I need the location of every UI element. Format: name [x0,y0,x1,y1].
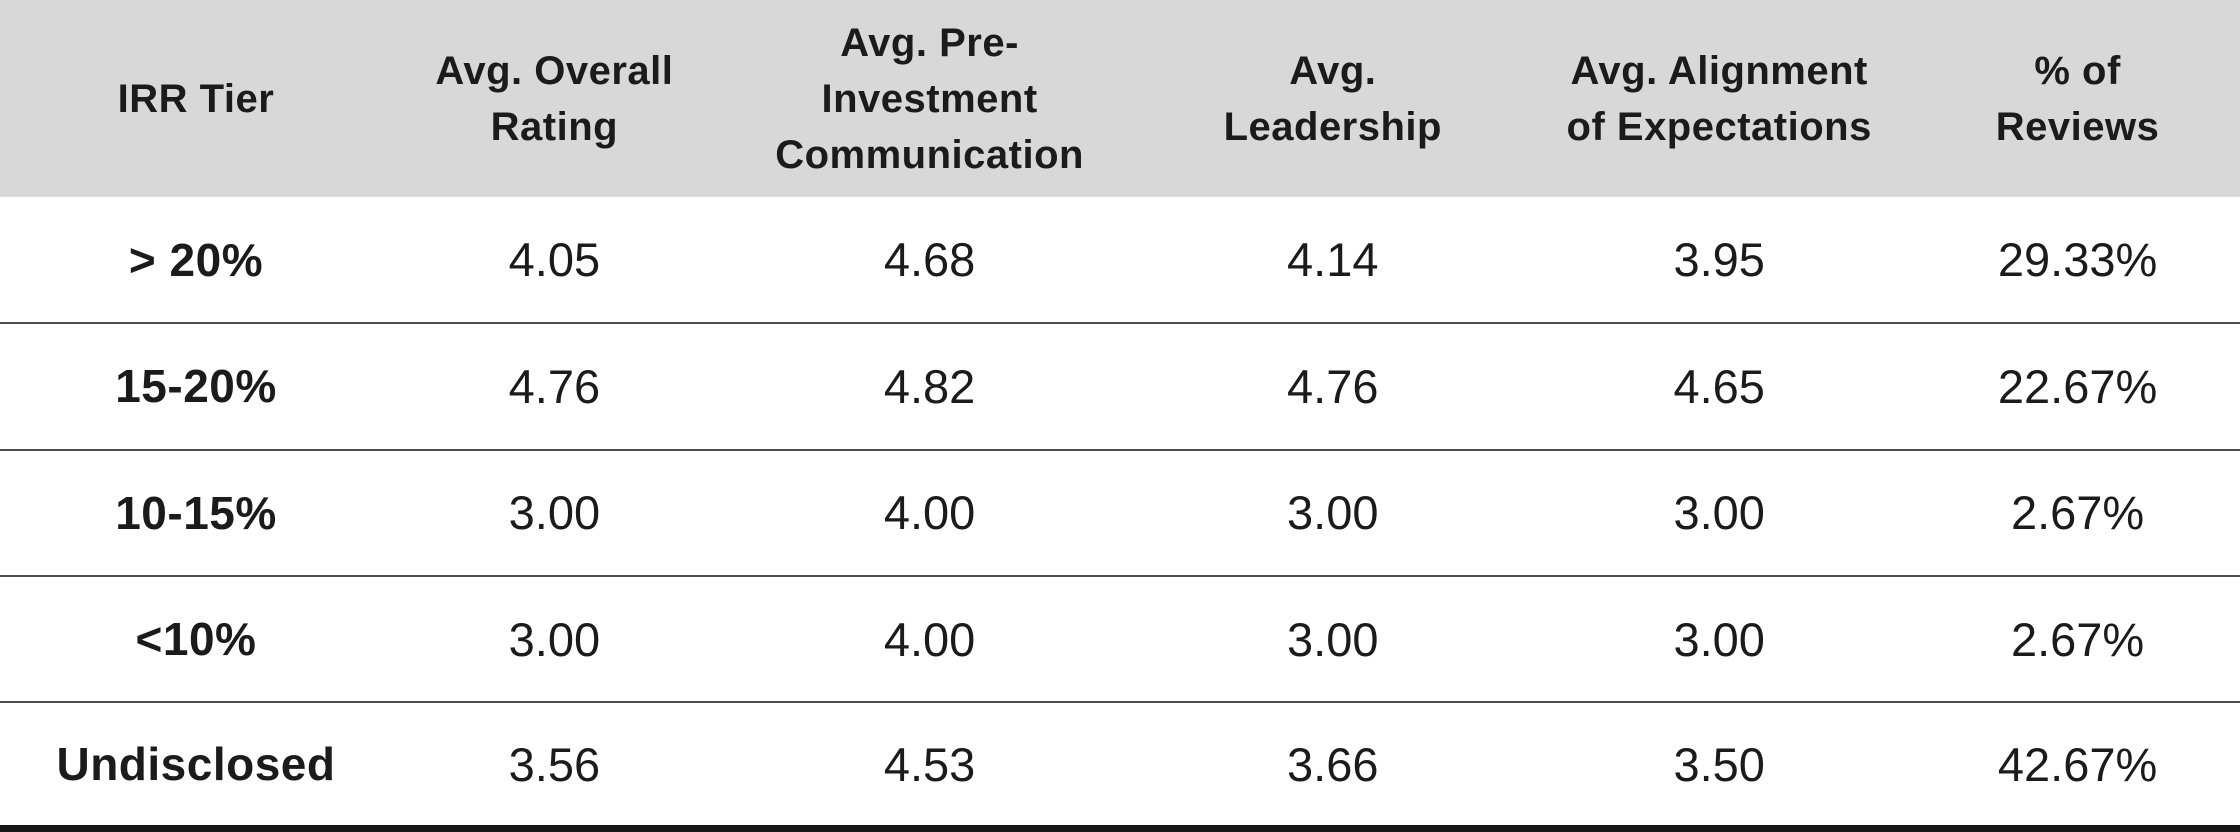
value-cell: 3.00 [392,449,717,577]
value-cell: 4.76 [392,323,717,451]
value-cell: 4.00 [716,449,1143,577]
value-cell: 3.00 [392,575,717,704]
value-cell: 4.14 [1142,197,1524,325]
value-cell: 4.82 [716,323,1143,451]
column-header-irr-tier: IRR Tier [0,0,392,197]
table-header: IRR Tier Avg. Overall Rating Avg. Pre- I… [0,0,2240,197]
value-cell: 3.95 [1523,197,1916,325]
value-cell: 3.50 [1523,702,1916,832]
value-cell: 4.65 [1523,323,1916,451]
value-cell: 22.67% [1915,323,2240,451]
value-cell: 3.00 [1142,575,1524,704]
table-body: > 20% 4.05 4.68 4.14 3.95 29.33% 15-20% … [0,197,2240,832]
table-row: > 20% 4.05 4.68 4.14 3.95 29.33% [0,197,2240,325]
value-cell: 3.00 [1523,575,1916,704]
value-cell: 3.66 [1142,702,1524,832]
value-cell: 4.53 [716,702,1143,832]
table-row: 15-20% 4.76 4.82 4.76 4.65 22.67% [0,323,2240,451]
value-cell: 2.67% [1915,449,2240,577]
tier-cell: 15-20% [0,323,392,451]
column-header-avg-leadership: Avg. Leadership [1142,0,1524,197]
header-row: IRR Tier Avg. Overall Rating Avg. Pre- I… [0,0,2240,197]
value-cell: 4.68 [716,197,1143,325]
column-header-avg-overall-rating: Avg. Overall Rating [392,0,717,197]
value-cell: 2.67% [1915,575,2240,704]
value-cell: 3.56 [392,702,717,832]
table-row: <10% 3.00 4.00 3.00 3.00 2.67% [0,575,2240,704]
tier-cell: 10-15% [0,449,392,577]
value-cell: 42.67% [1915,702,2240,832]
value-cell: 4.00 [716,575,1143,704]
value-cell: 4.76 [1142,323,1524,451]
value-cell: 29.33% [1915,197,2240,325]
table-row: Undisclosed 3.56 4.53 3.66 3.50 42.67% [0,702,2240,832]
tier-cell: > 20% [0,197,392,325]
tier-cell: Undisclosed [0,702,392,832]
value-cell: 3.00 [1142,449,1524,577]
value-cell: 4.05 [392,197,717,325]
column-header-avg-pre-investment-communication: Avg. Pre- Investment Communication [716,0,1143,197]
value-cell: 3.00 [1523,449,1916,577]
column-header-pct-of-reviews: % of Reviews [1915,0,2240,197]
tier-cell: <10% [0,575,392,704]
table-row: 10-15% 3.00 4.00 3.00 3.00 2.67% [0,449,2240,577]
column-header-avg-alignment-of-expectations: Avg. Alignment of Expectations [1523,0,1916,197]
